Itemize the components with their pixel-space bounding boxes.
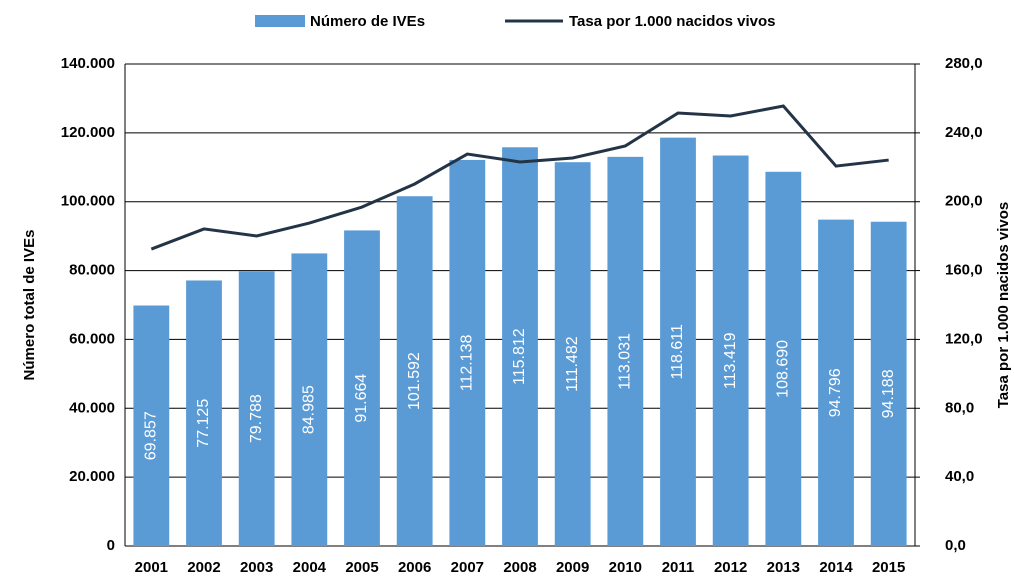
y-tick-label: 40.000 [69,399,115,416]
data-label: 113.419 [722,332,739,389]
x-tick-label: 2009 [556,559,589,576]
data-label: 94.188 [880,369,897,418]
y2-tick-label: 240,0 [945,124,983,141]
x-tick-label: 2012 [714,559,747,576]
bar [396,196,433,546]
x-tick-label: 2008 [503,559,536,576]
data-label: 94.796 [827,368,844,417]
y2-tick-label: 280,0 [945,55,983,72]
data-label: 111.482 [564,336,581,392]
y2-tick-label: 160,0 [945,262,983,279]
x-tick-label: 2007 [451,559,484,576]
bar [870,221,907,546]
y2-tick-label: 200,0 [945,193,983,210]
bar [291,253,328,546]
data-label: 69.857 [143,411,160,460]
legend-swatch [255,15,305,27]
data-label: 108.690 [775,340,792,398]
x-tick-label: 2003 [240,559,273,576]
y2-tick-label: 0,0 [945,537,966,554]
x-tick-label: 2006 [398,559,431,576]
bar [818,219,854,546]
data-label: 77.125 [195,399,212,448]
bar [238,271,275,546]
y-tick-label: 140.000 [61,55,115,72]
bar [660,137,696,546]
y-tick-label: 80.000 [69,262,115,279]
x-tick-label: 2005 [345,559,378,576]
y2-axis-title: Tasa por 1.000 nacidos vivos [995,202,1012,408]
y2-tick-label: 40,0 [945,468,974,485]
bar [344,230,380,546]
y-tick-label: 60.000 [69,330,115,347]
x-tick-label: 2015 [872,559,905,576]
x-tick-label: 2001 [135,559,168,576]
data-label: 101.592 [406,352,423,410]
bar [502,147,538,547]
x-tick-label: 2011 [662,559,695,576]
data-label: 118.611 [669,324,686,380]
y-tick-label: 0 [107,537,115,554]
bar [554,162,591,546]
x-tick-label: 2014 [819,559,853,576]
y-axis-title: Número total de IVEs [21,230,38,381]
bar [133,305,170,546]
legend-label: Número de IVEs [310,13,425,30]
bar [712,155,749,546]
data-label: 84.985 [301,385,318,434]
y-tick-label: 20.000 [69,468,115,485]
x-tick-label: 2013 [767,559,800,576]
data-label: 79.788 [248,394,265,443]
line [150,104,889,251]
bar [765,171,802,547]
data-label: 91.664 [353,374,370,423]
y-tick-label: 120.000 [61,124,115,141]
bar [449,159,486,547]
bar [186,280,222,546]
x-tick-label: 2010 [609,559,642,576]
data-label: 113.031 [617,333,634,390]
legend-label: Tasa por 1.000 nacidos vivos [569,13,775,30]
bar [607,156,644,547]
x-tick-label: 2004 [293,559,327,576]
y2-tick-label: 120,0 [945,330,983,347]
y-tick-label: 100.000 [61,193,115,210]
data-label: 115.812 [511,328,528,385]
data-label: 112.138 [459,335,476,392]
x-tick-label: 2002 [187,559,220,576]
y2-tick-label: 80,0 [945,399,974,416]
